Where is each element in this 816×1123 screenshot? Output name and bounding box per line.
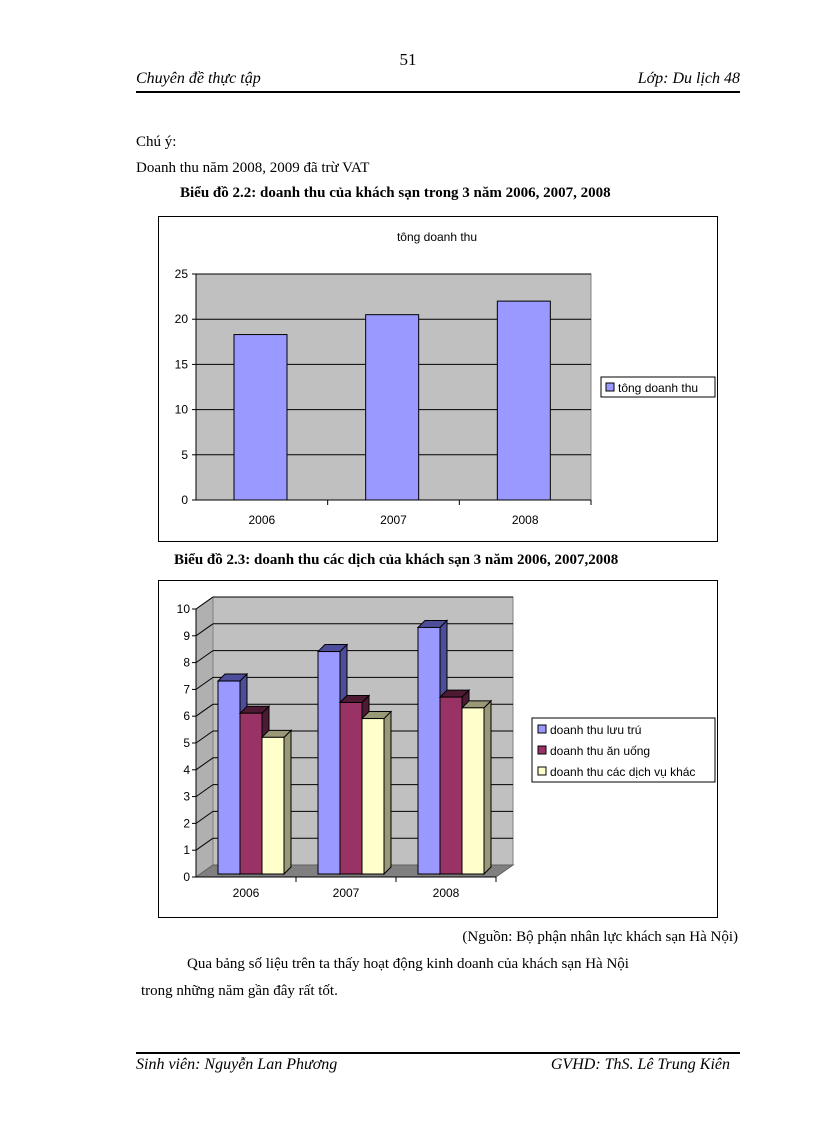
- legend-label: doanh thu lưu trú: [550, 723, 641, 737]
- y-tick-label: 9: [183, 629, 190, 643]
- chart2: 0 1 2 3 4 5 6 7 8 9 10 2006 2007 2008 doanh thu lưu tr…: [158, 580, 718, 918]
- gridline-side: [195, 703, 214, 717]
- y-tick-label: 10: [175, 403, 189, 417]
- footer-rule: [136, 1052, 740, 1054]
- x-tick-label: 2006: [233, 886, 260, 900]
- header-rule: [136, 91, 740, 93]
- bar-2007-2: [339, 701, 363, 875]
- bar-2006-1: [217, 680, 241, 875]
- legend-swatch: [537, 724, 547, 734]
- page-number: 51: [399, 50, 417, 69]
- y-tick-label: 1: [183, 843, 190, 857]
- legend-label: tông doanh thu: [618, 381, 698, 395]
- bar-2007-3: [361, 718, 385, 875]
- bar-side: [483, 699, 492, 876]
- header-left: Chuyên đề thực tập: [136, 70, 261, 87]
- bar-2008-3: [461, 707, 485, 875]
- bar-2007: [365, 314, 420, 501]
- legend-box: [600, 376, 716, 398]
- x-tick-label: 2008: [512, 513, 539, 527]
- y-tick-label: 20: [175, 312, 189, 326]
- y-tick-label: 25: [175, 267, 189, 281]
- bar-2006-2: [239, 712, 263, 875]
- legend-swatch: [537, 766, 547, 776]
- bar-2007-1: [317, 651, 341, 875]
- bar-2008-1: [417, 626, 441, 875]
- gridline-side: [195, 730, 214, 744]
- y-tick-label: 2: [183, 816, 190, 830]
- x-tick-label: 2006: [248, 513, 275, 527]
- chart1: tông doanh thu 0 5 10 15 20 25 2006 2007 2008 tông…: [158, 216, 718, 542]
- note-text: Doanh thu năm 2008, 2009 đã trừ VAT: [136, 160, 370, 176]
- paragraph-line2: trong những năm gần đây rất tốt.: [141, 983, 338, 999]
- chart1-caption: Biểu đồ 2.2: doanh thu của khách sạn tro…: [180, 185, 611, 201]
- bar-2006-3: [261, 736, 285, 875]
- gridline-side: [195, 784, 214, 798]
- note-label: Chú ý:: [136, 134, 177, 150]
- gridline-side: [195, 650, 214, 664]
- y-tick-label: 10: [177, 602, 191, 616]
- legend-swatch: [537, 745, 547, 755]
- footer-left: Sinh viên: Nguyễn Lan Phương: [136, 1056, 338, 1073]
- y-tick-label: 8: [183, 656, 190, 670]
- x-tick-label: 2007: [333, 886, 360, 900]
- bar-side: [283, 729, 292, 876]
- footer-right: GVHD: ThS. Lê Trung Kiên: [550, 1056, 730, 1073]
- y-tick-label: 3: [183, 790, 190, 804]
- y-tick-label: 0: [181, 493, 188, 507]
- y-tick-label: 5: [183, 736, 190, 750]
- legend-label: doanh thu các dịch vụ khác: [550, 765, 695, 779]
- header-right: Lớp: Du lịch 48: [637, 70, 740, 87]
- bar-side: [383, 710, 392, 876]
- x-tick-label: 2008: [433, 886, 460, 900]
- y-tick-label: 7: [183, 682, 190, 696]
- y-tick-label: 15: [175, 357, 189, 371]
- legend-label: doanh thu ăn uống: [550, 744, 650, 758]
- y-tick-label: 0: [183, 870, 190, 884]
- paragraph-line1: Qua bảng số liệu trên ta thấy hoạt động …: [187, 956, 629, 972]
- gridline-side: [195, 810, 214, 824]
- gridline-side: [195, 676, 214, 690]
- y-tick-label: 4: [183, 763, 190, 777]
- x-tick-label: 2007: [380, 513, 407, 527]
- legend-box: [531, 717, 716, 783]
- gridline-side: [195, 623, 214, 637]
- bar-2006: [233, 334, 288, 501]
- y-tick-label: 5: [181, 448, 188, 462]
- gridline-side: [195, 837, 214, 851]
- chart-title: tông doanh thu: [397, 230, 477, 244]
- gridline-side: [195, 757, 214, 771]
- gridline-side: [195, 596, 214, 610]
- y-tick-label: 6: [183, 709, 190, 723]
- bar-2008-2: [439, 696, 463, 875]
- chart2-caption: Biểu đồ 2.3: doanh thu các dịch của khác…: [174, 552, 619, 568]
- source-note: (Nguồn: Bộ phận nhân lực khách sạn Hà Nộ…: [462, 929, 738, 945]
- legend-swatch: [605, 382, 615, 392]
- bar-2008: [496, 300, 551, 501]
